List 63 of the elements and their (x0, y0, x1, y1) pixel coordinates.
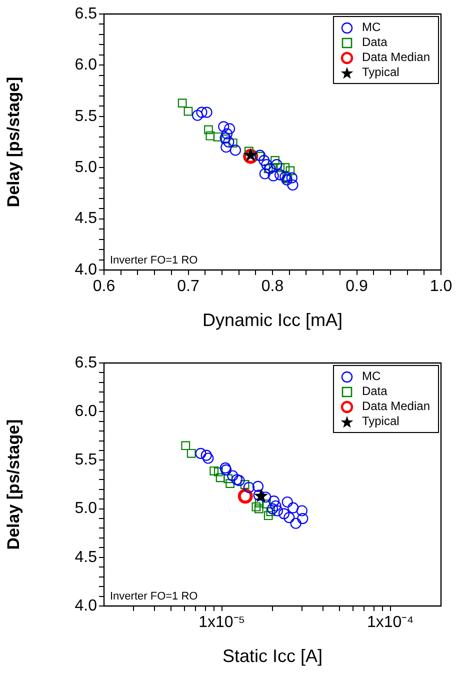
y-axis-title: Delay [ps/stage] (4, 419, 23, 550)
point (230, 144, 241, 156)
y-tick-label: 5.5 (74, 108, 98, 125)
point (280, 171, 291, 182)
y-tick-label: 5.0 (74, 159, 98, 176)
y-tick-label: 4.5 (74, 210, 98, 228)
point (220, 142, 232, 153)
x-tick-label: 1x10⁻⁵ (198, 614, 245, 632)
x-tick-label: 0.6 (92, 278, 116, 296)
point (271, 158, 282, 170)
point (259, 168, 270, 180)
legend-label: Data (362, 384, 388, 399)
point (286, 172, 298, 184)
y-tick-label: 5.0 (74, 500, 98, 518)
point (223, 136, 234, 148)
x-tick-label: 0.7 (177, 278, 200, 296)
legend-label: Data Median (362, 399, 430, 414)
x-axis-title: Static Icc [A] (222, 646, 323, 666)
point (178, 98, 187, 108)
point (268, 170, 279, 182)
point (224, 123, 236, 134)
point (192, 110, 204, 121)
y-tick-label: 6.0 (74, 56, 98, 74)
legend-label: Data Median (362, 50, 430, 65)
x-tick-label: 1x10⁻⁴ (366, 614, 414, 632)
legend-label: Typical (362, 65, 400, 80)
y-tick-label: 4.0 (74, 261, 98, 278)
point (274, 169, 286, 180)
y-tick-label: 6.5 (74, 354, 98, 372)
point (287, 179, 298, 191)
x-tick-label: 0.9 (346, 278, 368, 296)
x-axis-title: Dynamic Icc [mA] (202, 310, 343, 330)
point (206, 131, 215, 140)
point (184, 106, 193, 116)
point (276, 163, 285, 172)
point (213, 132, 222, 142)
legend-label: Data (362, 35, 388, 50)
point (218, 121, 230, 132)
point (228, 138, 238, 148)
annotation: Inverter FO=1 RO (110, 254, 198, 267)
point (204, 125, 213, 134)
y-tick-label: 6.0 (74, 403, 98, 420)
x-tick-label: 0.8 (261, 278, 284, 296)
point (221, 128, 233, 140)
point (264, 164, 273, 174)
y-axis-title: Delay [ps/stage] (4, 76, 23, 208)
point (270, 156, 280, 165)
point (196, 106, 208, 118)
y-tick-label: 6.5 (74, 5, 98, 22)
point (201, 106, 212, 118)
point (261, 158, 272, 170)
point (258, 154, 270, 166)
point (286, 166, 295, 176)
legend-label: MC (362, 369, 381, 384)
y-tick-label: 4.5 (74, 548, 98, 566)
y-tick-label: 5.5 (74, 452, 98, 469)
annotation: Inverter FO=1 RO (110, 590, 198, 603)
point (264, 163, 276, 174)
x-tick-label: 1.0 (430, 278, 452, 296)
y-tick-label: 4.0 (74, 597, 98, 614)
point (280, 163, 290, 172)
legend-label: Typical (362, 414, 400, 429)
legend-label: MC (362, 20, 381, 35)
